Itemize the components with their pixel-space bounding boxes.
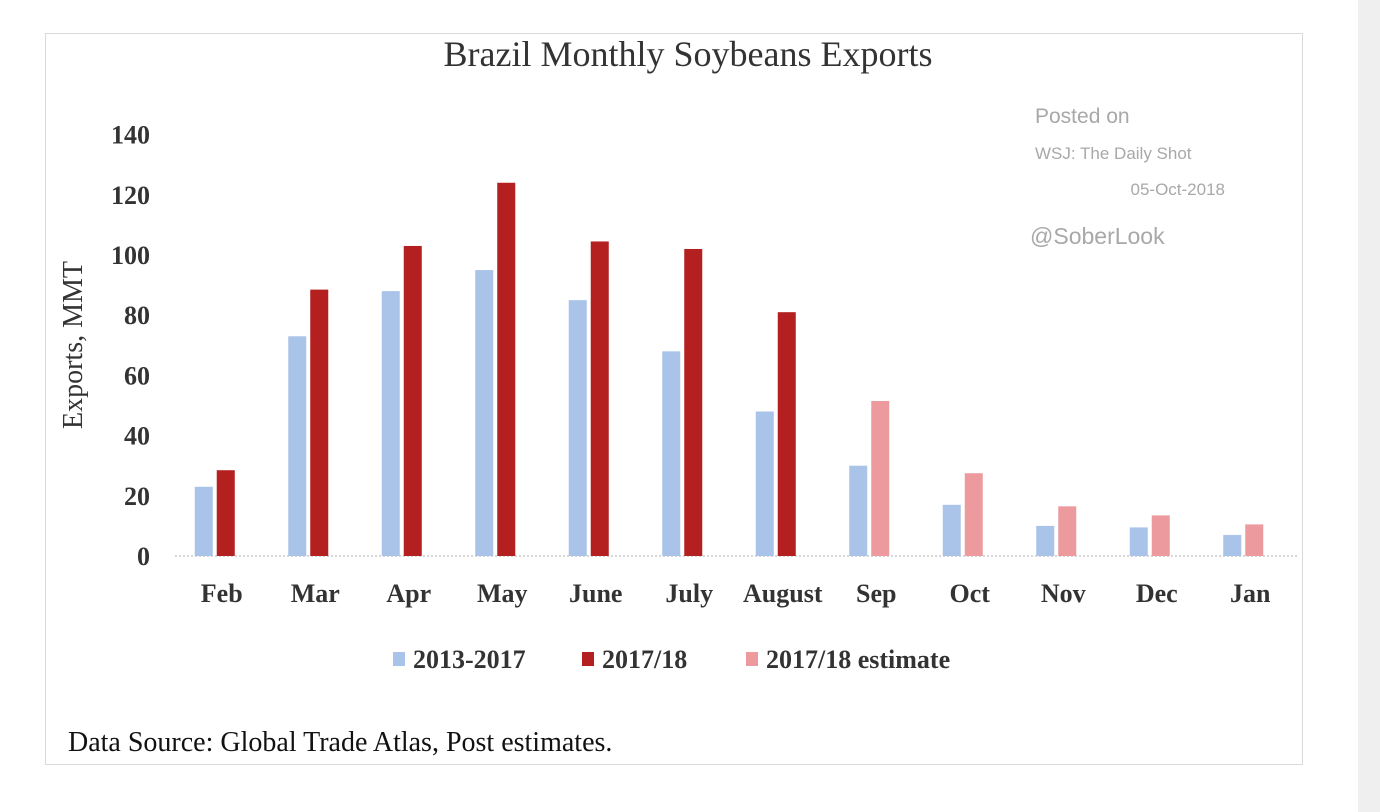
bar-2013-2017 — [568, 300, 587, 556]
bar-2017/18 estimate — [1245, 524, 1264, 556]
y-tick-label: 120 — [111, 181, 150, 210]
x-tick-label: July — [665, 579, 713, 608]
watermark-posted-on: Posted on — [1035, 105, 1130, 128]
bar-2013-2017 — [662, 351, 681, 556]
legend: 2013-2017 2017/18 2017/18 estimate — [393, 645, 950, 674]
x-tick-label: Feb — [201, 579, 243, 608]
bar-2017/18 — [777, 312, 796, 556]
legend-swatch — [582, 652, 594, 666]
watermark-source: WSJ: The Daily Shot — [1035, 144, 1192, 163]
bar-2013-2017 — [288, 336, 307, 556]
y-axis-label: Exports, MMT — [58, 261, 89, 429]
page-scrollbar-strip — [1358, 0, 1380, 812]
watermark-date: 05-Oct-2018 — [1131, 180, 1226, 199]
bars — [194, 182, 1264, 557]
y-tick-label: 0 — [137, 542, 150, 571]
bar-2013-2017 — [1223, 534, 1242, 556]
x-tick-label: May — [477, 579, 528, 608]
y-tick-label: 40 — [124, 422, 150, 451]
y-tick-label: 140 — [111, 121, 150, 150]
bar-2017/18 — [590, 241, 609, 556]
y-tick-label: 100 — [111, 241, 150, 270]
bar-2017/18 — [403, 245, 422, 556]
x-tick-label: Jan — [1230, 579, 1271, 608]
x-tick-label: Sep — [856, 579, 896, 608]
bar-2013-2017 — [381, 291, 400, 556]
x-tick-label: Dec — [1136, 579, 1178, 608]
bar-2013-2017 — [475, 270, 494, 556]
y-tick-label: 80 — [124, 301, 150, 330]
bar-2013-2017 — [194, 486, 213, 556]
bar-2017/18 estimate — [964, 473, 983, 556]
chart-title: Brazil Monthly Soybeans Exports — [444, 34, 933, 74]
bar-2013-2017 — [1129, 527, 1148, 556]
bar-2017/18 — [310, 289, 329, 556]
bar-2013-2017 — [849, 465, 868, 556]
legend-label: 2013-2017 — [413, 645, 526, 674]
bar-2013-2017 — [755, 411, 774, 556]
bar-2017/18 — [684, 248, 703, 557]
x-tick-label: June — [569, 579, 622, 608]
x-tick-label: Mar — [291, 579, 340, 608]
x-tick-label: Nov — [1041, 579, 1086, 608]
watermark-handle: @SoberLook — [1030, 223, 1165, 249]
legend-swatch — [746, 652, 758, 666]
bar-2017/18 estimate — [1058, 506, 1077, 556]
bar-2017/18 — [216, 470, 235, 556]
legend-swatch — [393, 652, 405, 666]
y-tick-label: 20 — [124, 482, 150, 511]
bar-2017/18 estimate — [871, 400, 890, 556]
y-tick-labels: 0 20 40 60 80 100 120 140 — [111, 121, 150, 571]
y-tick-label: 60 — [124, 361, 150, 390]
x-tick-label: August — [743, 579, 823, 608]
x-tick-label: Apr — [386, 579, 431, 608]
data-source-note: Data Source: Global Trade Atlas, Post es… — [68, 727, 612, 758]
legend-label: 2017/18 estimate — [766, 645, 950, 674]
watermark: Posted on WSJ: The Daily Shot 05-Oct-201… — [1030, 105, 1225, 249]
bar-2017/18 — [497, 182, 516, 556]
x-tick-label: Oct — [950, 579, 991, 608]
x-tick-labels: Feb Mar Apr May June July August Sep Oct Nov Dec Ja… — [201, 579, 1271, 608]
bar-2013-2017 — [942, 504, 961, 556]
bar-2017/18 estimate — [1151, 515, 1170, 556]
legend-label: 2017/18 — [602, 645, 687, 674]
bar-2013-2017 — [1036, 525, 1055, 556]
